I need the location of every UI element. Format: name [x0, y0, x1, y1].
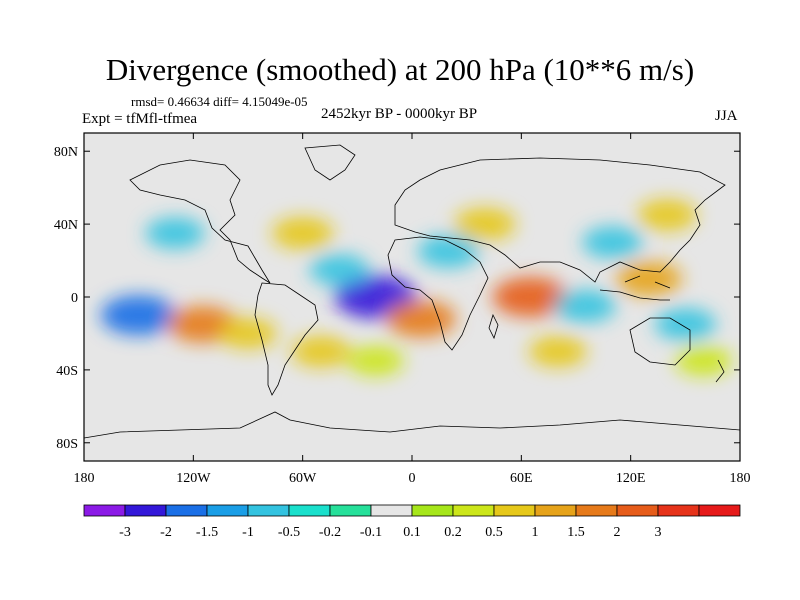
lat-tick-label: 80S: [56, 437, 78, 452]
colorbar-label: 0.5: [485, 525, 503, 540]
divergence-anomaly: [654, 307, 717, 341]
experiment-label: Expt = tfMfl-tfmea: [82, 111, 198, 127]
rmsd-diff-stats: rmsd= 0.46634 diff= 4.15049e-05: [131, 94, 308, 109]
coastline-new-zealand: [715, 359, 725, 383]
colorbar-swatch: [657, 504, 700, 517]
colorbar-swatch: [370, 504, 413, 517]
plot-title: Divergence (smoothed) at 200 hPa (10**6 …: [105, 52, 695, 87]
colorbar-swatch: [247, 504, 290, 517]
colorbar-label: 0.2: [444, 525, 462, 540]
divergence-anomaly: [219, 317, 277, 349]
coastline-madagascar: [488, 313, 499, 340]
coastline-antarctica: [84, 411, 740, 439]
divergence-anomaly: [309, 253, 369, 286]
colorbar-swatch: [206, 504, 249, 517]
colorbar-label: -3: [119, 525, 131, 540]
divergence-anomaly: [615, 261, 683, 297]
colorbar-label: -0.1: [360, 525, 382, 540]
divergence-anomaly: [100, 295, 177, 336]
colorbar-swatch: [493, 504, 536, 517]
divergence-anomaly: [528, 336, 587, 368]
divergence-anomaly: [582, 226, 643, 259]
lon-tick-label: 60W: [289, 471, 317, 486]
divergence-anomaly: [386, 300, 457, 338]
colorbar-swatch: [329, 504, 372, 517]
divergence-anomaly: [554, 289, 616, 323]
season-label: JJA: [715, 108, 738, 124]
divergence-anomaly: [145, 217, 205, 250]
colorbar-label: 1.5: [567, 525, 585, 540]
colorbar-swatch: [698, 504, 741, 517]
colorbar-swatch: [534, 504, 577, 517]
divergence-anomaly: [417, 235, 480, 268]
lat-tick-label: 80N: [54, 145, 78, 160]
coastline-north-america: [129, 159, 271, 284]
lat-tick-label: 40N: [54, 218, 78, 233]
divergence-anomaly: [675, 345, 732, 376]
lon-tick-label: 120E: [616, 471, 646, 486]
divergence-anomaly: [347, 345, 404, 376]
colorbar-label: 0.1: [403, 525, 421, 540]
colorbar-swatch: [165, 504, 208, 517]
coastline-eurasia: [394, 157, 726, 283]
lon-tick-label: 180: [74, 471, 95, 486]
divergence-anomaly: [271, 216, 334, 250]
divergence-anomaly: [637, 199, 697, 231]
lat-tick-label: 40S: [56, 364, 78, 379]
divergence-anomaly: [291, 335, 351, 368]
colorbar-label: -2: [160, 525, 172, 540]
lon-tick-label: 0: [409, 471, 416, 486]
lon-tick-label: 60E: [510, 471, 533, 486]
lon-tick-label: 120W: [176, 471, 211, 486]
period-label: 2452kyr BP - 0000kyr BP: [321, 106, 478, 122]
colorbar-label: 1: [532, 525, 539, 540]
colorbar-label: -1.5: [196, 525, 218, 540]
colorbar-swatch: [616, 504, 659, 517]
colorbar-label: -0.5: [278, 525, 300, 540]
colorbar-swatch: [124, 504, 167, 517]
coastline-maritime-continent: [599, 275, 671, 301]
colorbar-label: 3: [655, 525, 662, 540]
colorbar-swatch: [411, 504, 454, 517]
coastline-south-america: [254, 282, 319, 396]
colorbar-swatch: [288, 504, 331, 517]
coastline-australia: [629, 317, 691, 366]
lon-tick-label: 180: [730, 471, 751, 486]
divergence-anomaly: [454, 207, 516, 241]
colorbar-swatch: [83, 504, 126, 517]
colorbar-swatch: [575, 504, 618, 517]
coastline-africa: [387, 236, 489, 351]
divergence-anomaly: [492, 277, 569, 317]
coastline-greenland: [304, 144, 356, 181]
colorbar-label: 2: [614, 525, 621, 540]
colorbar-swatch: [452, 504, 495, 517]
colorbar-label: -1: [242, 525, 254, 540]
colorbar-label: -0.2: [319, 525, 341, 540]
lat-tick-label: 0: [71, 291, 78, 306]
